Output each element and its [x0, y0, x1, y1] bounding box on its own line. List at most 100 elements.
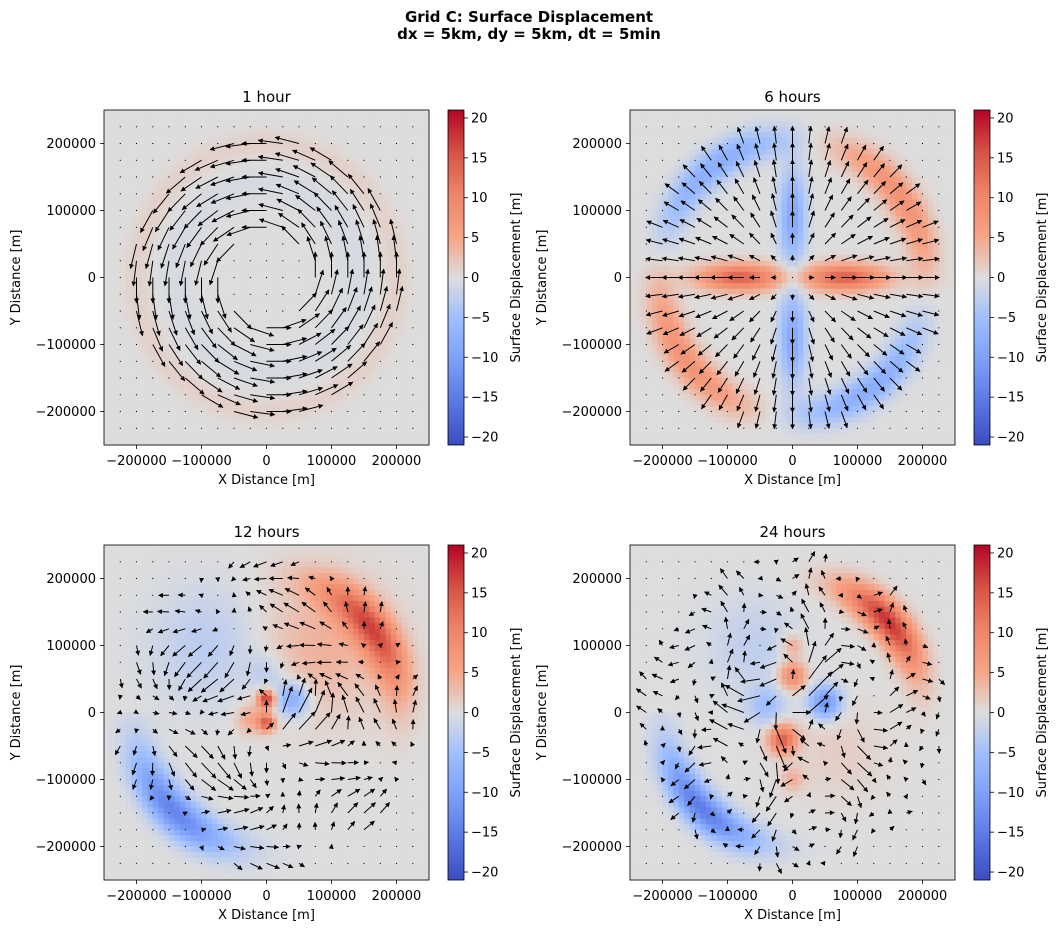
heatmap-cell: [158, 283, 165, 290]
heatmap-cell: [277, 411, 284, 418]
heatmap-cell: [391, 115, 398, 122]
heatmap-cell: [374, 299, 381, 307]
heatmap-cell: [255, 232, 262, 240]
heatmap-cell: [353, 266, 360, 273]
quiver-dot: [314, 142, 316, 145]
heatmap-cell: [212, 160, 219, 167]
heatmap-cell: [196, 316, 203, 323]
heatmap-cell: [364, 405, 371, 413]
heatmap-cell: [185, 350, 192, 357]
heatmap-cell: [646, 255, 653, 262]
heatmap-cell: [407, 249, 414, 256]
heatmap-cell: [711, 171, 718, 178]
heatmap-cell: [315, 316, 322, 323]
heatmap-cell: [423, 283, 430, 290]
quiver-arrow: [314, 289, 330, 312]
heatmap-cell: [353, 422, 360, 429]
heatmap-cell: [169, 216, 176, 223]
heatmap-cell: [326, 383, 333, 390]
heatmap-cell: [684, 204, 691, 212]
heatmap-cell: [667, 383, 674, 390]
heatmap-cell: [401, 417, 408, 424]
heatmap-cell: [315, 361, 322, 368]
heatmap-cell: [700, 121, 707, 128]
heatmap-cell: [293, 271, 300, 279]
heatmap-cell: [396, 165, 403, 173]
heatmap-cell: [131, 255, 138, 262]
heatmap-cell: [705, 177, 712, 184]
heatmap-cell: [190, 355, 197, 362]
heatmap-cell: [201, 143, 208, 150]
heatmap-cell: [326, 216, 333, 223]
heatmap-cell: [326, 227, 333, 234]
heatmap-cell: [418, 193, 425, 200]
heatmap-cell: [412, 372, 419, 379]
heatmap-cell: [266, 366, 273, 374]
heatmap-cell: [401, 244, 408, 251]
heatmap-cell: [185, 232, 192, 240]
heatmap-cell: [689, 182, 696, 189]
heatmap-cell: [174, 249, 181, 256]
heatmap-cell: [673, 405, 680, 413]
heatmap-cell: [423, 378, 430, 385]
heatmap-cell: [261, 439, 268, 446]
heatmap-cell: [380, 322, 387, 329]
heatmap-cell: [331, 350, 338, 357]
heatmap-cell: [396, 188, 403, 195]
heatmap-cell: [282, 160, 289, 167]
heatmap-cell: [711, 182, 718, 189]
heatmap-cell: [331, 160, 338, 167]
heatmap-cell: [689, 355, 696, 362]
heatmap-cell: [358, 394, 365, 401]
heatmap-cell: [412, 154, 419, 161]
heatmap-cell: [364, 227, 371, 234]
quiver-dot: [412, 126, 414, 128]
heatmap-cell: [299, 199, 306, 206]
heatmap-cell: [401, 160, 408, 167]
heatmap-cell: [109, 227, 116, 234]
heatmap-cell: [640, 422, 647, 429]
heatmap-cell: [700, 260, 707, 267]
heatmap-cell: [646, 305, 653, 312]
quiver-dot: [265, 427, 268, 429]
heatmap-cell: [689, 126, 696, 133]
heatmap-cell: [358, 271, 365, 279]
heatmap-cell: [223, 422, 230, 429]
heatmap-cell: [293, 422, 300, 429]
heatmap-cell: [667, 372, 674, 379]
heatmap-cell: [228, 316, 235, 323]
heatmap-cell: [684, 400, 691, 407]
heatmap-cell: [299, 227, 306, 234]
heatmap-cell: [667, 244, 674, 251]
heatmap-cell: [131, 260, 138, 267]
heatmap-cell: [293, 428, 300, 435]
heatmap-cell: [369, 366, 376, 374]
heatmap-cell: [282, 378, 289, 385]
heatmap-cell: [657, 422, 664, 429]
heatmap-cell: [201, 417, 208, 424]
heatmap-cell: [635, 154, 642, 161]
heatmap-cell: [299, 154, 306, 161]
heatmap-cell: [396, 232, 403, 240]
heatmap-cell: [136, 255, 143, 262]
heatmap-cell: [147, 350, 154, 357]
quiver-dot: [330, 427, 333, 429]
heatmap-cell: [271, 255, 278, 262]
heatmap-cell: [678, 372, 685, 379]
heatmap-cell: [104, 405, 111, 413]
heatmap-cell: [255, 249, 262, 256]
heatmap-cell: [700, 249, 707, 256]
heatmap-cell: [217, 193, 224, 200]
heatmap-cell: [309, 299, 316, 307]
heatmap-cell: [326, 171, 333, 178]
heatmap-cell: [684, 294, 691, 301]
heatmap-cell: [304, 260, 311, 267]
heatmap-cell: [244, 266, 251, 273]
heatmap-cell: [217, 110, 224, 117]
heatmap-cell: [169, 165, 176, 173]
heatmap-cell: [212, 338, 219, 346]
heatmap-cell: [711, 439, 718, 446]
heatmap-cell: [179, 294, 186, 301]
heatmap-cell: [396, 210, 403, 217]
heatmap-cell: [635, 305, 642, 312]
